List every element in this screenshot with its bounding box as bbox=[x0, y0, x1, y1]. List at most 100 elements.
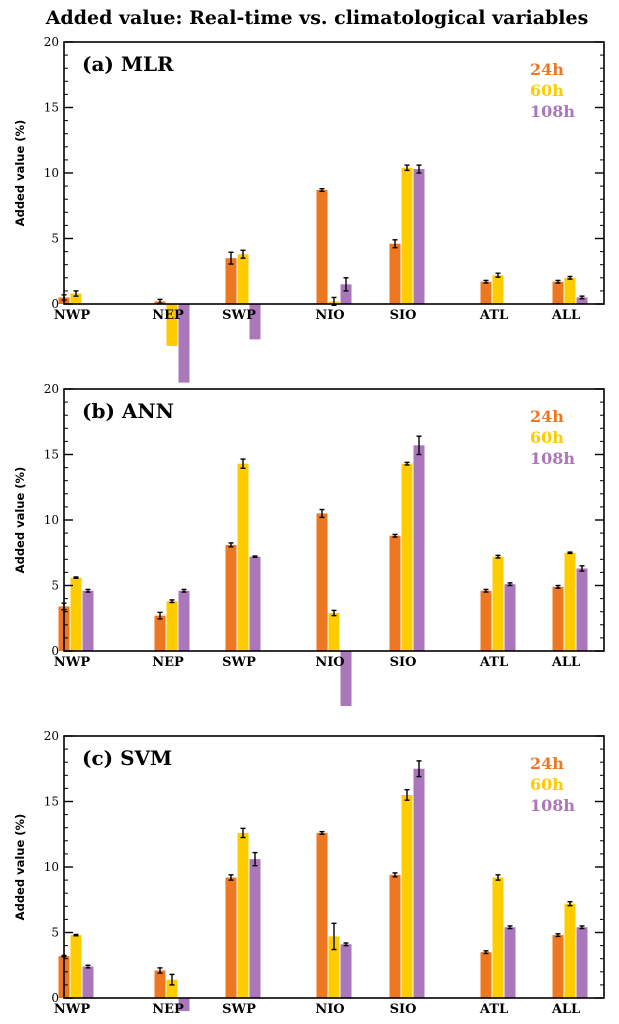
bar-all-24h bbox=[552, 586, 564, 651]
x-category-label: NIO bbox=[315, 1002, 344, 1017]
y-tick-label: 5 bbox=[51, 926, 59, 940]
y-tick-label: 5 bbox=[51, 579, 59, 593]
x-category-label: NEP bbox=[152, 1002, 184, 1017]
x-category-label: ATL bbox=[479, 1002, 508, 1017]
x-category-label: SWP bbox=[222, 655, 256, 670]
bar-nwp-60h bbox=[70, 935, 82, 998]
bar-nwp-60h bbox=[70, 577, 82, 651]
bar-atl-60h bbox=[492, 275, 504, 304]
y-axis-label: Added value (%) bbox=[13, 467, 27, 574]
bar-all-24h bbox=[552, 935, 564, 998]
y-tick-label: 20 bbox=[44, 35, 59, 49]
bar-nep-108h bbox=[178, 590, 190, 651]
bar-swp-24h bbox=[225, 544, 237, 651]
x-category-label: NEP bbox=[152, 655, 184, 670]
bar-nwp-108h bbox=[82, 966, 94, 998]
y-tick-label: 10 bbox=[44, 513, 59, 527]
legend-entry-60h: 60h bbox=[530, 81, 564, 100]
y-tick-label: 5 bbox=[51, 232, 59, 246]
bar-atl-24h bbox=[480, 281, 492, 304]
bar-sio-60h bbox=[401, 794, 413, 998]
x-category-label: NIO bbox=[315, 308, 344, 323]
x-category-label: SIO bbox=[390, 308, 417, 323]
panel-label: (a) MLR bbox=[82, 52, 174, 76]
legend-entry-24h: 24h bbox=[530, 60, 564, 79]
legend-entry-24h: 24h bbox=[530, 407, 564, 426]
bar-all-108h bbox=[576, 297, 588, 304]
panel-ann: 0 5 10 15 20 NWP NEP SWP NIO SIO ATL ALL Added value… bbox=[13, 382, 605, 707]
bar-nep-108h bbox=[178, 304, 190, 383]
x-category-label: SIO bbox=[390, 655, 417, 670]
bar-swp-60h bbox=[237, 254, 249, 304]
y-tick-label: 0 bbox=[51, 297, 59, 311]
legend-entry-60h: 60h bbox=[530, 428, 564, 447]
bar-nio-108h bbox=[340, 944, 352, 998]
bar-nio-60h bbox=[328, 613, 340, 651]
bar-nep-60h bbox=[166, 601, 178, 651]
bar-swp-108h bbox=[249, 859, 261, 998]
x-category-label: ALL bbox=[551, 1002, 580, 1017]
bar-all-60h bbox=[564, 552, 576, 651]
x-category-label: SWP bbox=[222, 308, 256, 323]
panel-label: (c) SVM bbox=[82, 746, 172, 770]
bar-sio-24h bbox=[389, 874, 401, 998]
bar-sio-24h bbox=[389, 243, 401, 304]
x-category-label: ALL bbox=[551, 308, 580, 323]
bar-sio-60h bbox=[401, 167, 413, 304]
bar-nwp-60h bbox=[70, 293, 82, 304]
x-category-label: ALL bbox=[551, 655, 580, 670]
x-category-label: SIO bbox=[390, 1002, 417, 1017]
y-tick-label: 15 bbox=[44, 448, 59, 462]
bar-swp-24h bbox=[225, 877, 237, 998]
bar-all-60h bbox=[564, 903, 576, 998]
x-category-label: NEP bbox=[152, 308, 184, 323]
bar-nwp-108h bbox=[82, 590, 94, 651]
bar-swp-60h bbox=[237, 463, 249, 651]
x-category-label: NWP bbox=[54, 1002, 90, 1017]
x-category-label: NWP bbox=[54, 308, 90, 323]
y-axis-label: Added value (%) bbox=[13, 814, 27, 921]
y-axis-label: Added value (%) bbox=[13, 120, 27, 227]
y-tick-label: 10 bbox=[44, 166, 59, 180]
bar-atl-108h bbox=[504, 927, 516, 998]
bar-atl-108h bbox=[504, 584, 516, 651]
bar-nio-24h bbox=[316, 513, 328, 651]
bar-swp-108h bbox=[249, 556, 261, 651]
bar-sio-108h bbox=[413, 169, 425, 304]
x-category-label: NWP bbox=[54, 655, 90, 670]
figure-title: Added value: Real-time vs. climatologica… bbox=[45, 7, 589, 29]
bar-all-60h bbox=[564, 277, 576, 304]
bar-nep-108h bbox=[178, 998, 190, 1012]
bar-atl-60h bbox=[492, 877, 504, 998]
y-tick-label: 15 bbox=[44, 101, 59, 115]
legend-entry-60h: 60h bbox=[530, 775, 564, 794]
y-tick-label: 15 bbox=[44, 795, 59, 809]
y-tick-label: 20 bbox=[44, 729, 59, 743]
bar-nep-24h bbox=[154, 615, 166, 651]
y-tick-label: 0 bbox=[51, 644, 59, 658]
bar-nep-60h bbox=[166, 304, 178, 346]
bar-swp-24h bbox=[225, 258, 237, 304]
y-tick-label: 20 bbox=[44, 382, 59, 396]
axes-frame bbox=[63, 41, 605, 305]
bar-all-24h bbox=[552, 281, 564, 304]
panel-svm: 0 5 10 15 20 NWP NEP SWP NIO SIO ATL ALL Added value… bbox=[13, 729, 605, 1017]
y-tick-label: 10 bbox=[44, 860, 59, 874]
bar-nio-24h bbox=[316, 832, 328, 998]
bar-swp-108h bbox=[249, 304, 261, 340]
bar-sio-60h bbox=[401, 463, 413, 651]
bar-sio-108h bbox=[413, 768, 425, 998]
bar-all-108h bbox=[576, 927, 588, 998]
bar-sio-24h bbox=[389, 535, 401, 651]
bar-nio-108h bbox=[340, 284, 352, 304]
bar-nep-24h bbox=[154, 970, 166, 998]
bar-atl-24h bbox=[480, 590, 492, 651]
bar-nep-60h bbox=[166, 979, 178, 998]
bar-nio-24h bbox=[316, 190, 328, 304]
x-category-label: ATL bbox=[479, 655, 508, 670]
legend-entry-108h: 108h bbox=[530, 449, 575, 468]
y-tick-label: 0 bbox=[51, 991, 59, 1005]
bar-sio-108h bbox=[413, 445, 425, 651]
legend-entry-108h: 108h bbox=[530, 102, 575, 121]
bar-nio-108h bbox=[340, 651, 352, 707]
